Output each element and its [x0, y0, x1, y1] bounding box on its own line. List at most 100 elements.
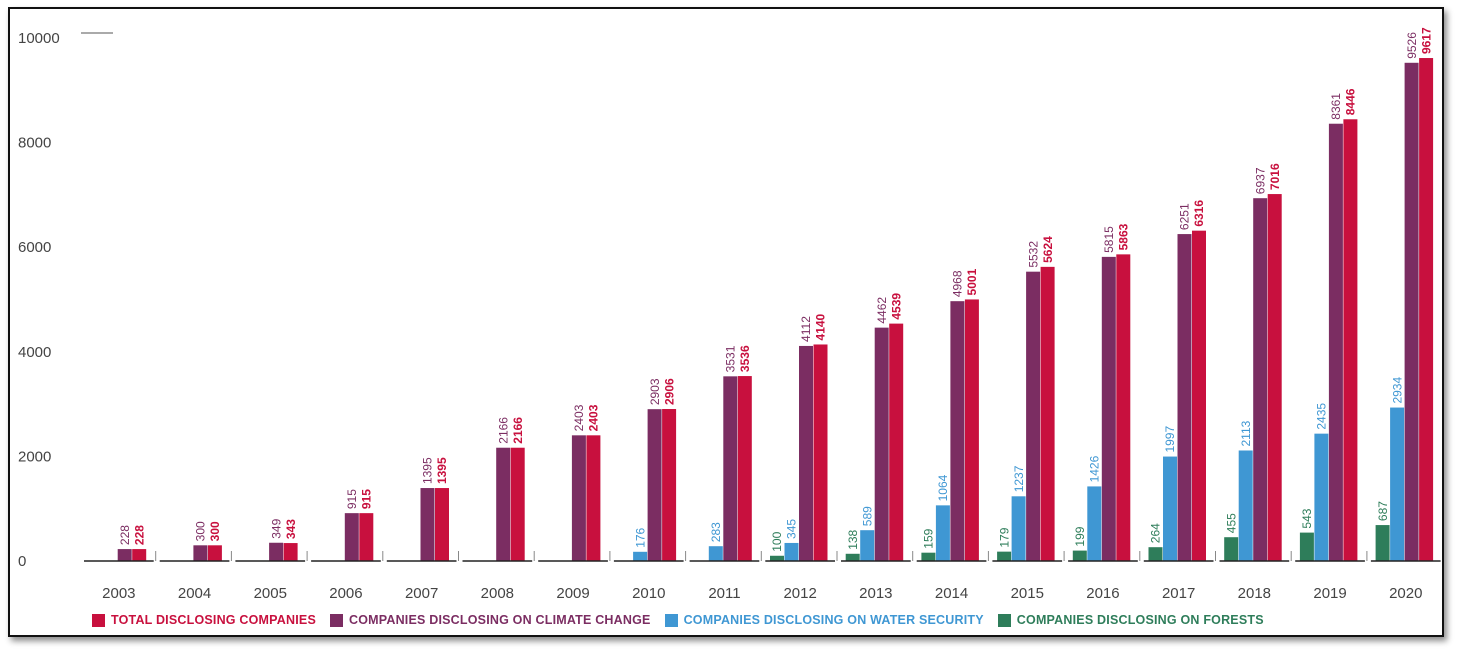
x-tick-label: 2007 [405, 585, 438, 602]
data-label: 1997 [1163, 426, 1177, 453]
legend-label: COMPANIES DISCLOSING ON CLIMATE CHANGE [348, 613, 651, 627]
chart-frame: 0 2000 4000 6000 8000 10000 228 228 300 300 349 34… [8, 7, 1444, 637]
bar [889, 323, 904, 561]
bar [997, 551, 1012, 561]
y-tick-label: 4000 [18, 344, 51, 361]
data-label: 2166 [496, 417, 510, 444]
data-label: 2435 [1315, 403, 1329, 430]
data-label: 3536 [738, 345, 752, 372]
bar [344, 513, 359, 561]
x-tick-label: 2015 [1011, 585, 1044, 602]
bar [193, 545, 208, 561]
data-label: 2113 [1239, 420, 1253, 446]
data-label: 264 [1149, 523, 1163, 543]
legend-item: TOTAL DISCLOSING COMPANIES [92, 613, 316, 627]
bar [420, 488, 435, 561]
x-tick-label: 2010 [632, 585, 665, 602]
x-tick-label: 2020 [1389, 585, 1422, 602]
bar [1101, 256, 1116, 561]
bar [1328, 123, 1343, 562]
data-label: 7016 [1268, 163, 1282, 190]
legend-item: COMPANIES DISCLOSING ON CLIMATE CHANGE [329, 613, 651, 627]
data-label: 6316 [1192, 200, 1206, 227]
bar [1253, 198, 1268, 562]
bar [950, 301, 965, 561]
bar [1116, 254, 1131, 561]
bar [1148, 547, 1163, 561]
bar [921, 552, 936, 561]
y-tick-label: 0 [18, 553, 26, 570]
data-label: 176 [633, 527, 647, 547]
data-label: 8361 [1329, 93, 1343, 120]
bar [813, 344, 828, 561]
bar [496, 447, 511, 561]
data-label: 228 [118, 525, 132, 545]
bar [799, 345, 813, 561]
legend-swatch [92, 613, 105, 627]
bar [723, 376, 738, 561]
bar [1026, 271, 1041, 561]
data-label: 5001 [965, 268, 979, 295]
bar [132, 549, 147, 561]
x-tick-label: 2017 [1162, 585, 1195, 602]
data-label: 283 [709, 522, 723, 542]
data-label: 4112 [799, 316, 813, 342]
bar [935, 505, 950, 561]
data-label: 687 [1376, 501, 1390, 521]
legend-label: COMPANIES DISCLOSING ON WATER SECURITY [683, 613, 984, 627]
bar [435, 488, 449, 561]
data-label: 5815 [1102, 226, 1116, 253]
bar [662, 409, 677, 561]
y-axis: 0 2000 4000 6000 8000 10000 [18, 30, 113, 570]
data-label: 543 [1300, 508, 1314, 528]
bar [708, 546, 723, 561]
bar [207, 545, 222, 561]
legend-label: COMPANIES DISCLOSING ON FORESTS [1016, 613, 1264, 627]
legend-swatch [329, 613, 343, 627]
data-label: 345 [785, 519, 799, 539]
data-label: 1064 [936, 474, 950, 501]
data-label: 228 [132, 525, 146, 545]
data-label: 1237 [1012, 465, 1026, 492]
x-tick-label: 2008 [481, 585, 514, 602]
data-label: 2906 [662, 378, 676, 405]
bar [1087, 486, 1102, 561]
data-label: 349 [269, 518, 283, 538]
bar [1343, 119, 1358, 561]
data-label: 2166 [511, 417, 525, 444]
data-label: 6937 [1253, 167, 1267, 194]
bar [1040, 266, 1055, 561]
bar [1163, 456, 1177, 561]
x-tick-label: 2013 [859, 585, 892, 602]
data-label: 179 [997, 527, 1011, 547]
x-tick-label: 2006 [329, 585, 362, 602]
bar [647, 409, 662, 561]
data-label: 6251 [1178, 203, 1192, 230]
bar [1238, 450, 1253, 561]
bar [633, 551, 648, 561]
x-tick-label: 2019 [1313, 585, 1346, 602]
bar [1314, 433, 1329, 561]
y-tick-label: 2000 [18, 448, 51, 465]
data-label: 9526 [1405, 32, 1419, 59]
legend-label: TOTAL DISCLOSING COMPANIES [111, 613, 316, 627]
data-label: 4462 [875, 297, 889, 324]
bar [770, 555, 784, 561]
data-label: 1426 [1088, 455, 1102, 482]
data-label: 4539 [889, 293, 903, 320]
data-label: 5532 [1026, 241, 1040, 268]
data-label: 2403 [572, 404, 586, 431]
x-tick-label: 2005 [254, 585, 287, 602]
x-axis: 2003 2004 2005 2006 2007 2008 2009 2010 2011 2012… [84, 551, 1441, 602]
data-label: 4968 [951, 270, 965, 297]
x-tick-label: 2011 [708, 585, 740, 602]
value-labels: 228 228 300 300 349 343 915 915 1395 1395 2166 2166… [118, 27, 1433, 552]
bar [1419, 58, 1434, 562]
data-label: 915 [345, 489, 359, 509]
data-label: 199 [1073, 526, 1087, 546]
legend-swatch [664, 613, 678, 627]
data-label: 300 [194, 521, 208, 541]
bar [1011, 496, 1026, 561]
bar [1375, 525, 1390, 561]
